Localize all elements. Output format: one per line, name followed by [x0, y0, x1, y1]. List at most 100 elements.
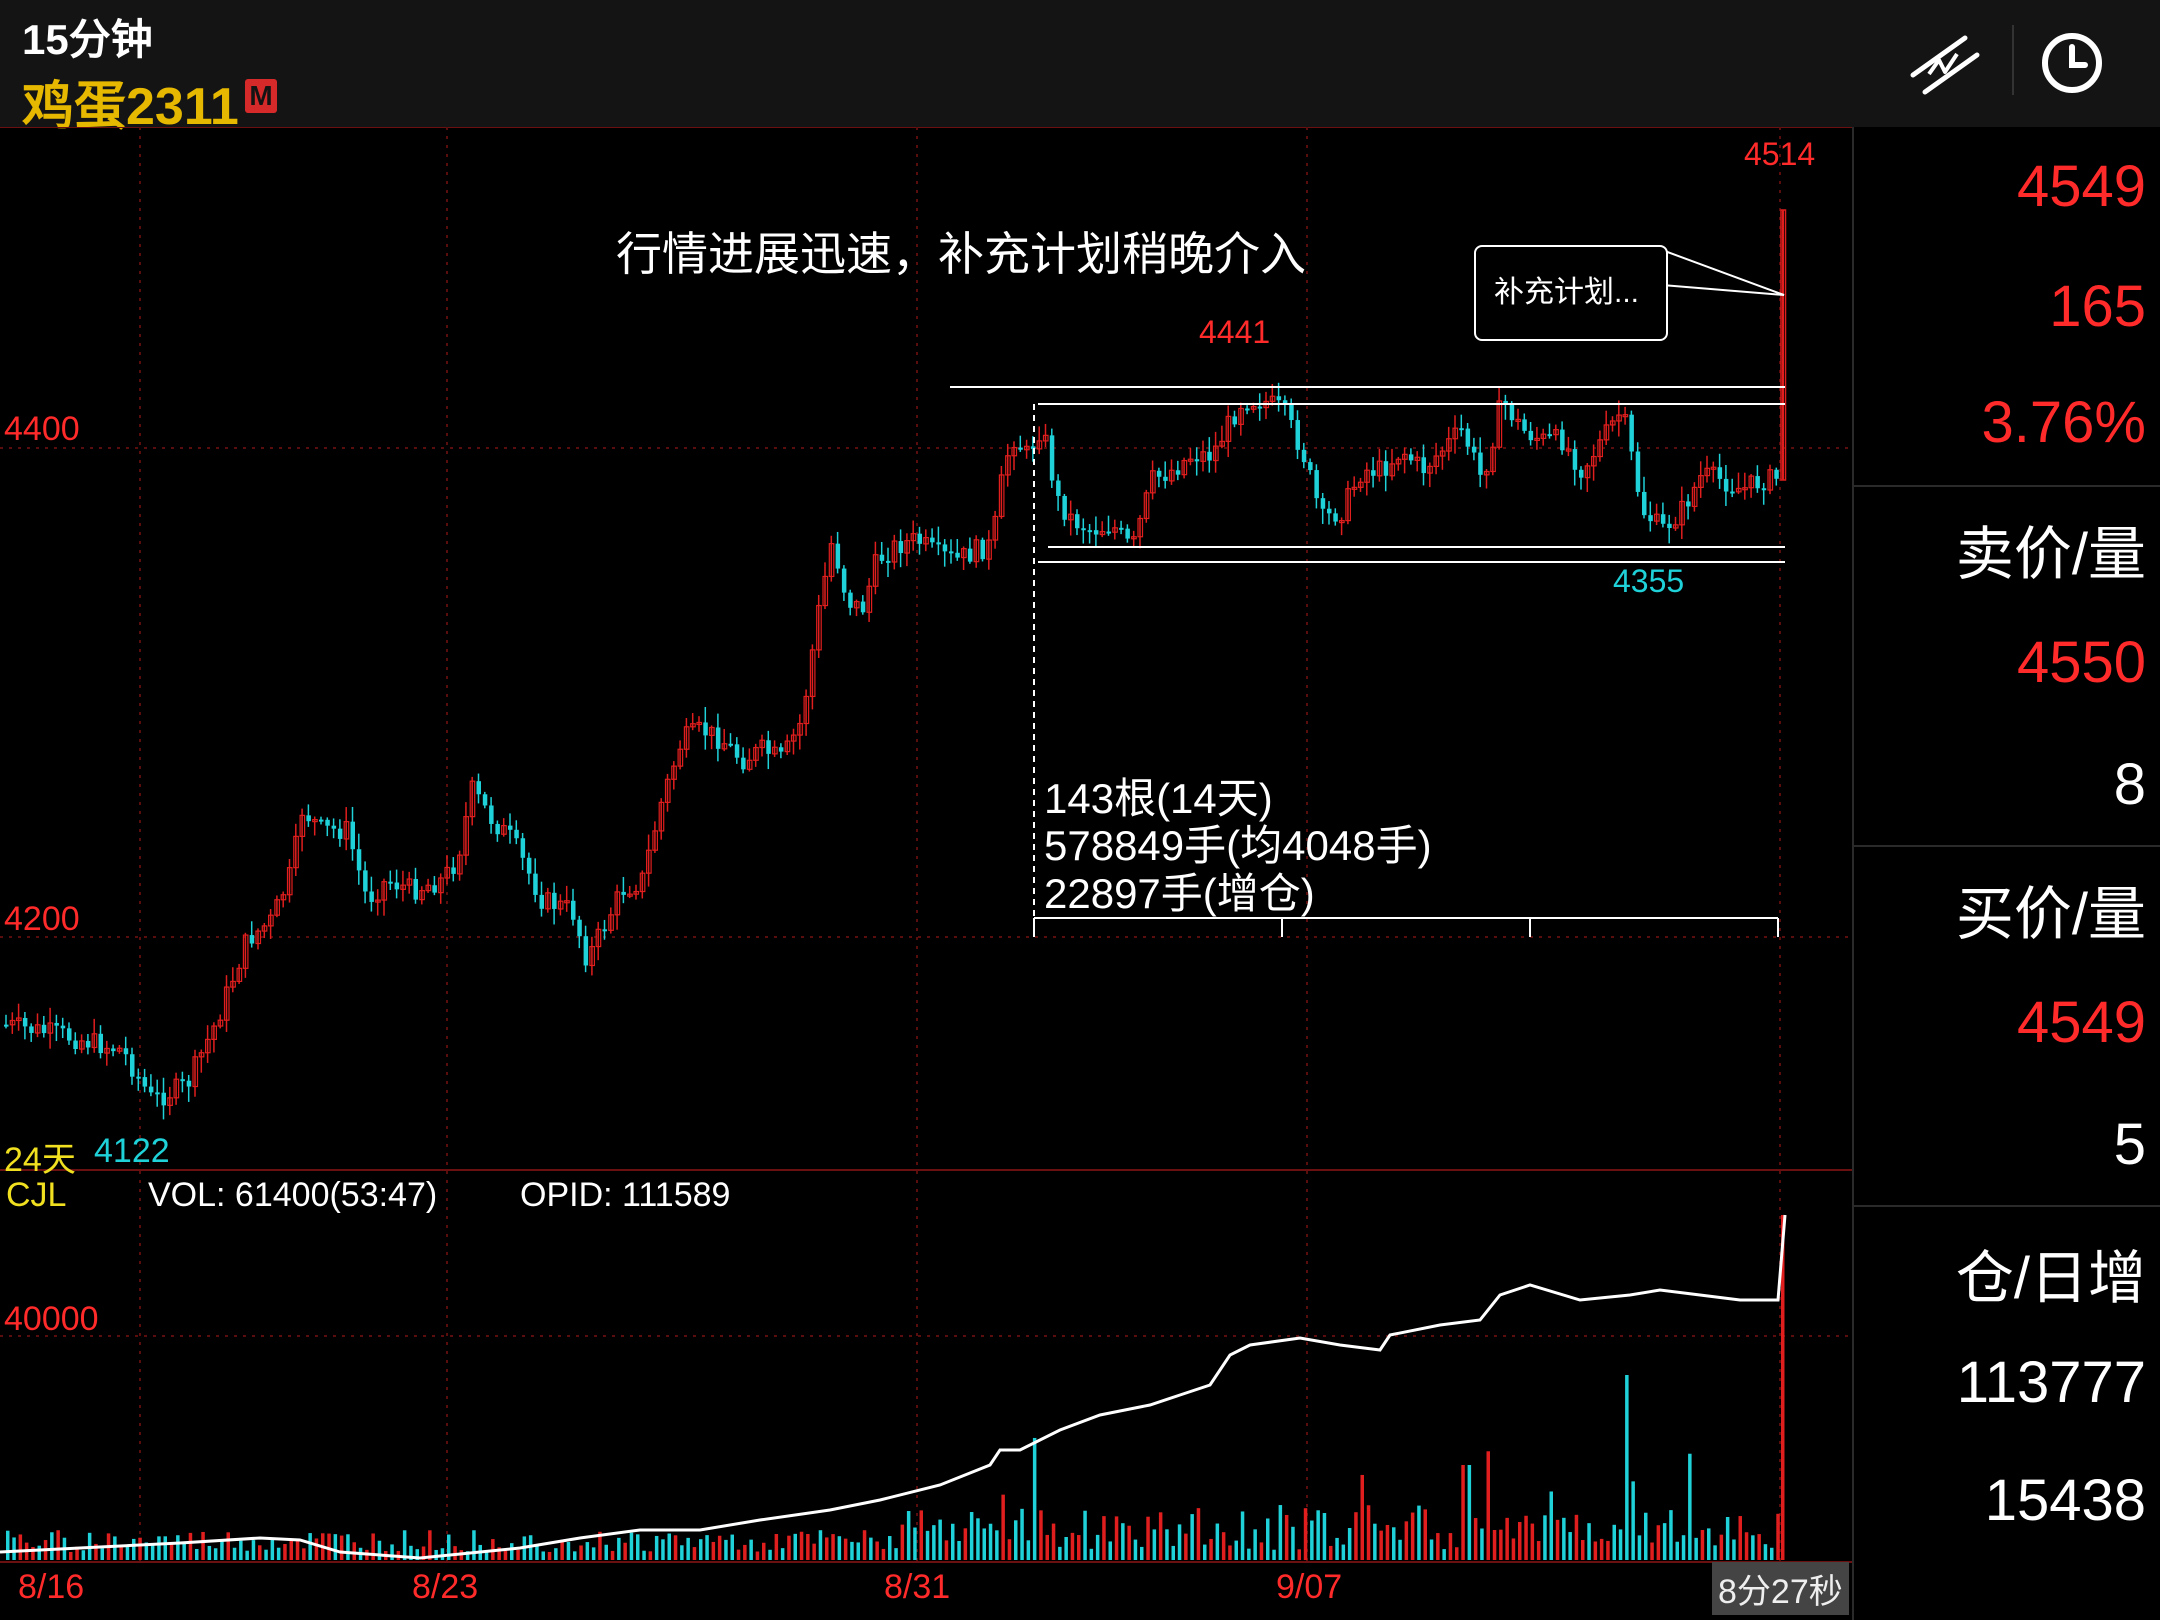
- volume-bars: [6, 1215, 1785, 1560]
- volume-bar: [1751, 1535, 1755, 1560]
- candle-body: [9, 1019, 16, 1026]
- draw-lines-icon[interactable]: [1905, 30, 1985, 100]
- candle-body: [1364, 469, 1370, 483]
- candle-body: [438, 877, 444, 894]
- volume-bar: [1114, 1516, 1119, 1560]
- candle-body: [514, 829, 519, 839]
- volume-bar: [510, 1543, 514, 1560]
- candle-body: [728, 743, 733, 746]
- ask-volume: 8: [2113, 752, 2146, 817]
- candle-body: [299, 814, 306, 837]
- volume-bar: [31, 1546, 35, 1560]
- volume-bar: [428, 1530, 432, 1560]
- candle-body: [683, 726, 690, 750]
- volume-bar: [1744, 1532, 1749, 1560]
- candle-body: [47, 1022, 54, 1034]
- candle-body: [1389, 463, 1396, 477]
- candle-body: [1433, 455, 1440, 468]
- volume-bar: [1398, 1539, 1402, 1560]
- candle-body: [980, 539, 985, 560]
- candle-body: [255, 930, 262, 945]
- volume-bar: [1133, 1539, 1138, 1560]
- candle-body: [381, 881, 388, 901]
- candle-body: [1023, 445, 1030, 451]
- volume-bar: [1140, 1546, 1144, 1560]
- volume-bar: [951, 1523, 955, 1560]
- volume-bar: [1662, 1523, 1667, 1560]
- candle-body: [1181, 459, 1188, 476]
- volume-bar: [1505, 1517, 1509, 1560]
- volume-bar: [862, 1530, 867, 1560]
- candle-body: [967, 548, 973, 562]
- candle-body: [406, 878, 413, 886]
- candle-body: [1099, 530, 1106, 536]
- volume-bar: [195, 1548, 199, 1560]
- candle-body: [1137, 517, 1144, 538]
- volume-bar: [825, 1537, 829, 1560]
- volume-indicator-name[interactable]: CJL: [6, 1176, 67, 1214]
- candle-body: [1068, 513, 1074, 521]
- volume-bar: [1631, 1481, 1635, 1560]
- candle-body: [848, 592, 853, 608]
- candle-body: [1653, 513, 1660, 522]
- kline-chart[interactable]: [0, 127, 1852, 1620]
- candle-body: [186, 1080, 192, 1087]
- candle-body: [949, 551, 954, 554]
- candle-body: [1452, 427, 1459, 440]
- volume-bar: [1366, 1505, 1371, 1560]
- candle-body: [930, 537, 935, 543]
- date-label-0831: 8/31: [884, 1568, 951, 1606]
- stats-line-3: 22897手(增仓): [1044, 870, 1315, 917]
- candle-body: [1572, 449, 1578, 470]
- volume-bar: [1725, 1516, 1730, 1560]
- candle-body: [1357, 481, 1364, 488]
- candle-body: [520, 838, 526, 858]
- candle-body: [608, 914, 614, 931]
- volume-bar: [1536, 1541, 1541, 1560]
- open-interest-label: 仓/日增: [1955, 1246, 2146, 1311]
- candle-body: [1667, 523, 1672, 529]
- volume-bar: [988, 1523, 993, 1560]
- annotation-text[interactable]: 行情进展迅速，补充计划稍晚介入: [616, 228, 1306, 280]
- volume-bar: [610, 1550, 615, 1560]
- callout-box[interactable]: 补充计划...: [1474, 245, 1668, 341]
- candle-body: [211, 1025, 217, 1041]
- candle-body: [652, 830, 659, 851]
- candle-body: [356, 849, 362, 871]
- volume-bar: [1707, 1528, 1711, 1560]
- candle-body: [136, 1076, 141, 1079]
- candle-body: [1590, 455, 1597, 467]
- volume-bar: [799, 1531, 804, 1560]
- volume-bar: [516, 1549, 520, 1560]
- chart-grid: [0, 127, 1852, 1563]
- candle-body: [1710, 466, 1717, 470]
- volume-bar: [856, 1542, 860, 1560]
- volume-bar: [1020, 1508, 1024, 1560]
- volume-bar: [1070, 1532, 1075, 1560]
- volume-bar: [1587, 1523, 1591, 1560]
- volume-bar: [629, 1532, 634, 1560]
- price-label-4200: 4200: [4, 900, 80, 938]
- volume-bar: [560, 1542, 564, 1560]
- candle-body: [54, 1022, 59, 1026]
- candle-body: [1112, 527, 1118, 533]
- volume-bar: [295, 1540, 300, 1560]
- candle-body: [432, 885, 437, 893]
- candle-body: [1030, 446, 1036, 449]
- clock-icon[interactable]: [2035, 25, 2110, 100]
- bar-countdown: 8分27秒: [1712, 1562, 1849, 1615]
- volume-bar: [1064, 1536, 1068, 1560]
- timeframe-label[interactable]: 15分钟: [22, 16, 153, 63]
- candle-body: [249, 935, 255, 944]
- candle-body: [708, 726, 715, 737]
- candle-body: [583, 936, 589, 966]
- candle-body: [501, 825, 507, 835]
- candle-body: [910, 533, 917, 542]
- volume-bar: [648, 1551, 653, 1560]
- volume-bar: [768, 1549, 772, 1560]
- range-low-mark: 4355: [1613, 563, 1685, 599]
- quote-panel: 4549 165 3.76% 卖价/量 4550 8 买价/量 4549 5 仓…: [1852, 127, 2160, 1620]
- candle-body: [1547, 434, 1552, 437]
- volume-bar: [573, 1551, 577, 1560]
- volume-bar: [258, 1545, 262, 1560]
